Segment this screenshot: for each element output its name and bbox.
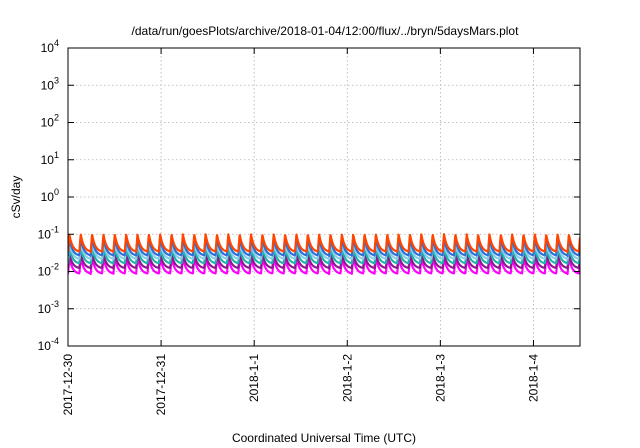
y-tick-label: 10-3 xyxy=(38,299,59,316)
x-tick-label: 2017-12-30 xyxy=(61,354,75,416)
x-tick-label: 2017-12-31 xyxy=(154,354,168,416)
y-tick-label: 101 xyxy=(41,150,59,167)
chart-title: /data/run/goesPlots/archive/2018-01-04/1… xyxy=(132,24,520,38)
y-tick-label: 102 xyxy=(41,113,59,130)
y-tick-label: 103 xyxy=(41,75,59,92)
series-line-4 xyxy=(68,241,580,261)
series-line-6 xyxy=(68,233,580,254)
y-tick-label: 10-2 xyxy=(38,262,59,279)
x-tick-label: 2018-1-1 xyxy=(247,354,261,402)
x-tick-label: 2018-1-2 xyxy=(340,354,354,402)
grid-lines xyxy=(68,48,580,346)
x-axis-ticks: 2017-12-30 2017-12-31 2018-1-1 2018-1-2 2018… xyxy=(61,48,540,415)
x-axis-label: Coordinated Universal Time (UTC) xyxy=(232,431,416,445)
series-lines xyxy=(68,233,580,276)
y-axis-label: cSv/day xyxy=(9,176,23,219)
series-line-3 xyxy=(68,246,580,265)
y-tick-label: 10-4 xyxy=(38,336,59,353)
y-axis-ticks: 10-4 10-3 10-2 10-1 100 101 102 103 104 xyxy=(38,38,580,353)
x-tick-label: 2018-1-4 xyxy=(526,354,540,402)
y-tick-label: 10-1 xyxy=(38,224,59,241)
series-line-1 xyxy=(68,256,580,276)
y-tick-label: 100 xyxy=(41,187,59,204)
series-line-2 xyxy=(68,252,580,270)
x-tick-label: 2018-1-3 xyxy=(433,354,447,402)
y-tick-label: 104 xyxy=(41,38,59,55)
series-line-5 xyxy=(68,236,580,258)
